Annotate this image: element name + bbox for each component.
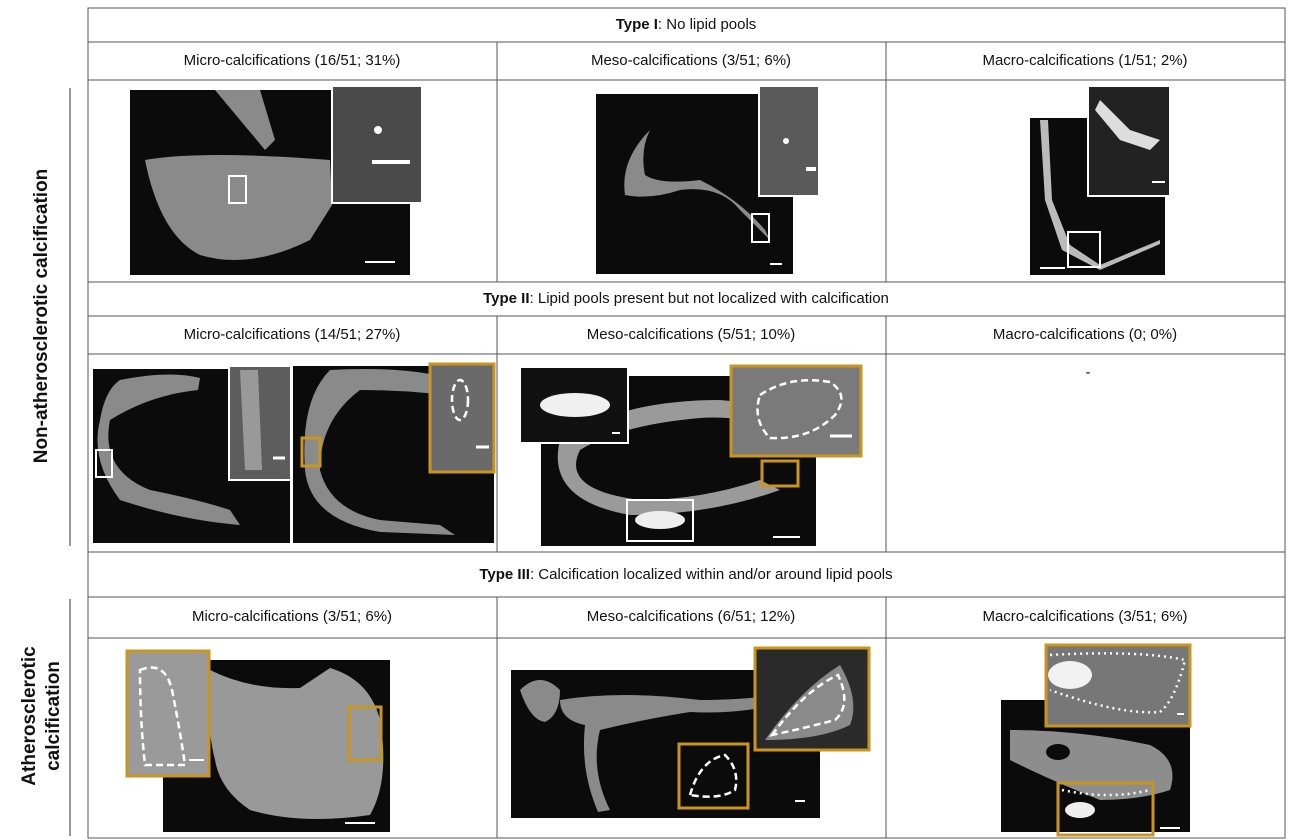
macro-ct-image-part — [1048, 661, 1092, 689]
column-header: Micro-calcifications (3/51; 6%) — [192, 608, 392, 625]
meso-ct-image-part — [731, 366, 861, 456]
column-header: Macro-calcifications (3/51; 6%) — [982, 608, 1187, 625]
section-header: Type I: No lipid pools — [616, 16, 757, 33]
side-label: Non-atherosclerotic calcification — [31, 169, 52, 464]
empty-cell: - — [1086, 364, 1091, 381]
type-description: : Calcification localized within and/or … — [530, 566, 893, 583]
side-label: Atherosclerotic — [19, 646, 40, 786]
figure: Non-atherosclerotic calcification Athero… — [0, 0, 1290, 840]
column-header: Micro-calcifications (16/51; 31%) — [184, 52, 401, 69]
side-label: calcification — [43, 661, 64, 771]
column-header: Meso-calcifications (5/51; 10%) — [587, 326, 795, 343]
type-label: Type III — [479, 566, 530, 583]
macro-ct-image — [1001, 645, 1190, 835]
column-header: Micro-calcifications (14/51; 27%) — [184, 326, 401, 343]
page: Non-atherosclerotic calcification Athero… — [0, 0, 1290, 840]
column-header: Meso-calcifications (3/51; 6%) — [591, 52, 791, 69]
macro-ct-image-part — [1046, 744, 1070, 760]
type-description: : Lipid pools present but not localized … — [530, 290, 889, 307]
micro-ct-image-part — [208, 668, 383, 819]
meso-ct-image-part — [540, 393, 610, 417]
type-label: Type II — [483, 290, 529, 307]
meso-ct-image — [596, 86, 819, 274]
section-header: Type II: Lipid pools present but not loc… — [483, 290, 889, 307]
column-header: Macro-calcifications (0; 0%) — [993, 326, 1177, 343]
type-label: Type I — [616, 16, 658, 33]
meso-ct-image — [520, 366, 861, 546]
meso-ct-image-part — [635, 511, 685, 529]
meso-ct-image-part — [783, 138, 789, 144]
macro-ct-image-part — [1065, 802, 1095, 818]
micro-ct-image — [93, 364, 494, 543]
meso-ct-image — [511, 648, 869, 818]
micro-ct-image — [130, 86, 422, 275]
column-header: Meso-calcifications (6/51; 12%) — [587, 608, 795, 625]
column-header: Macro-calcifications (1/51; 2%) — [982, 52, 1187, 69]
micro-ct-image — [127, 651, 390, 832]
micro-ct-image-part — [374, 126, 382, 134]
macro-ct-image — [1030, 86, 1170, 275]
section-header: Type III: Calcification localized within… — [479, 566, 892, 583]
micro-ct-image-part — [332, 86, 422, 203]
type-description: : No lipid pools — [658, 16, 756, 33]
